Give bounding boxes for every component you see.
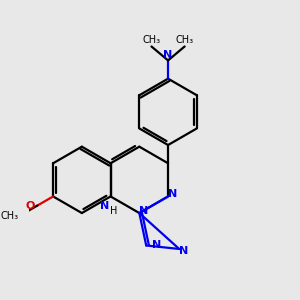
Text: H: H (110, 206, 118, 216)
Text: N: N (152, 241, 161, 250)
Text: N: N (139, 206, 148, 216)
Text: N: N (100, 201, 109, 211)
Text: CH₃: CH₃ (176, 35, 194, 45)
Text: CH₃: CH₃ (142, 35, 160, 45)
Text: O: O (25, 201, 35, 211)
Text: N: N (179, 246, 188, 256)
Text: N: N (164, 50, 173, 60)
Text: CH₃: CH₃ (0, 212, 18, 221)
Text: N: N (168, 190, 177, 200)
